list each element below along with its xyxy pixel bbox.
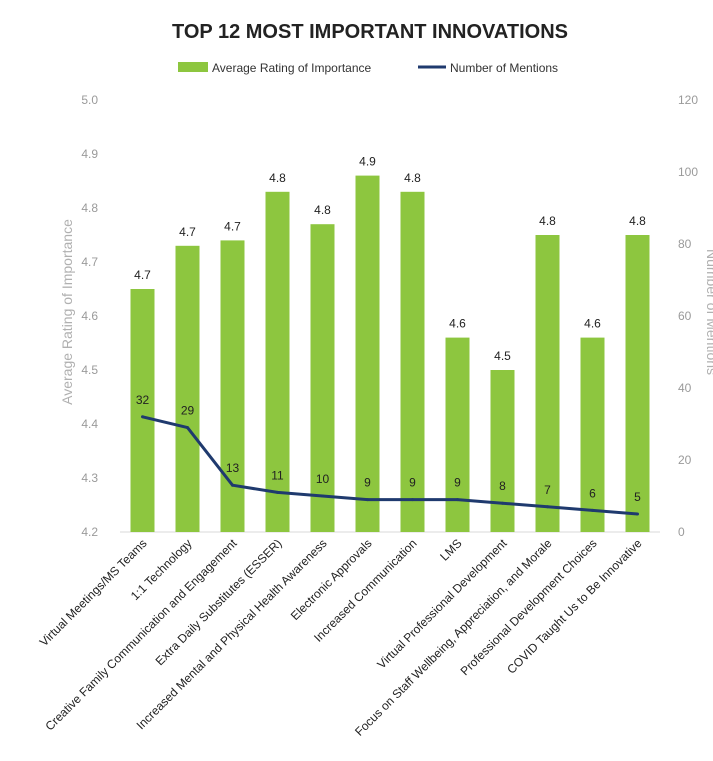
y2-tick-label: 80	[678, 237, 692, 251]
y-tick-label: 4.6	[81, 309, 98, 323]
line-point	[636, 512, 639, 516]
bar	[625, 235, 650, 532]
legend-bar-label: Average Rating of Importance	[212, 61, 372, 75]
line-point	[546, 505, 549, 509]
line-point	[366, 498, 369, 502]
line-value-label: 9	[454, 476, 461, 490]
bar-value-label: 4.6	[449, 317, 466, 331]
line-point	[501, 501, 504, 505]
chart-title: TOP 12 MOST IMPORTANT INNOVATIONS	[172, 21, 568, 43]
bar-value-label: 4.7	[224, 219, 241, 233]
bar	[400, 191, 425, 533]
category-label: LMS	[437, 536, 464, 563]
legend-bar-swatch	[178, 62, 208, 72]
bar	[220, 240, 245, 532]
legend: Average Rating of Importance Number of M…	[178, 61, 558, 75]
right-axis-ticks: 0 20 40 60 80 100 120	[678, 93, 698, 539]
y-tick-label: 4.2	[81, 525, 98, 539]
line-value-label: 13	[226, 461, 240, 475]
line-data-labels: 32 29 13 11 10 9 9 9 8 7 6 5	[136, 393, 641, 504]
category-label: Electronic Approvals	[288, 536, 375, 623]
bar-value-label: 4.7	[179, 225, 196, 239]
bar-value-label: 4.6	[584, 317, 601, 331]
y2-tick-label: 100	[678, 165, 698, 179]
line-value-label: 10	[316, 472, 330, 486]
bar-value-label: 4.8	[539, 214, 556, 228]
category-label: Creative Family Communication and Engage…	[42, 536, 240, 734]
line-point	[141, 415, 144, 419]
y-tick-label: 4.7	[81, 255, 98, 269]
bar-value-label: 4.8	[629, 214, 646, 228]
bar-value-label: 4.9	[359, 155, 376, 169]
line-value-label: 32	[136, 393, 150, 407]
legend-line-label: Number of Mentions	[450, 61, 558, 75]
y2-tick-label: 0	[678, 525, 685, 539]
line-point	[456, 498, 459, 502]
line-series	[141, 415, 639, 516]
line-point	[276, 490, 279, 494]
bar	[130, 289, 155, 532]
line-value-label: 29	[181, 404, 195, 418]
bar-value-label: 4.8	[404, 171, 421, 185]
y2-tick-label: 40	[678, 381, 692, 395]
bar-value-label: 4.8	[314, 203, 331, 217]
bar	[310, 224, 335, 532]
y2-tick-label: 60	[678, 309, 692, 323]
bar	[445, 337, 470, 532]
line-point	[321, 494, 324, 498]
y-axis-title: Average Rating of Importance	[59, 219, 75, 405]
line-point	[411, 498, 414, 502]
bar	[175, 245, 200, 533]
y2-tick-label: 120	[678, 93, 698, 107]
y-tick-label: 4.8	[81, 201, 98, 215]
y2-axis-title: Number of Mentions	[704, 249, 713, 375]
bar-value-label: 4.5	[494, 349, 511, 363]
bar	[490, 370, 515, 532]
line-value-label: 9	[409, 476, 416, 490]
bar-series	[130, 175, 650, 533]
bar	[535, 235, 560, 532]
y-tick-label: 5.0	[81, 93, 98, 107]
left-axis-ticks: 4.2 4.3 4.4 4.5 4.6 4.7 4.8 4.9 5.0	[81, 93, 98, 539]
y-tick-label: 4.3	[81, 471, 98, 485]
line-value-label: 11	[271, 468, 284, 482]
line-value-label: 9	[364, 476, 371, 490]
bar-data-labels: 4.7 4.7 4.7 4.8 4.8 4.9 4.8 4.6 4.5 4.8 4.6 4.8	[134, 155, 646, 363]
line-value-label: 8	[499, 479, 506, 493]
mentions-line	[142, 415, 638, 516]
y-tick-label: 4.9	[81, 147, 98, 161]
bar	[265, 191, 290, 533]
line-value-label: 5	[634, 490, 641, 504]
bar	[580, 337, 605, 532]
line-value-label: 6	[589, 486, 596, 500]
line-value-label: 7	[544, 483, 551, 497]
y2-tick-label: 20	[678, 453, 692, 467]
y-tick-label: 4.4	[81, 417, 98, 431]
bar-value-label: 4.8	[269, 171, 286, 185]
bar-value-label: 4.7	[134, 268, 151, 282]
line-point	[231, 483, 234, 487]
line-point	[186, 426, 189, 430]
y-tick-label: 4.5	[81, 363, 98, 377]
line-point	[591, 508, 594, 512]
bar	[355, 175, 380, 532]
